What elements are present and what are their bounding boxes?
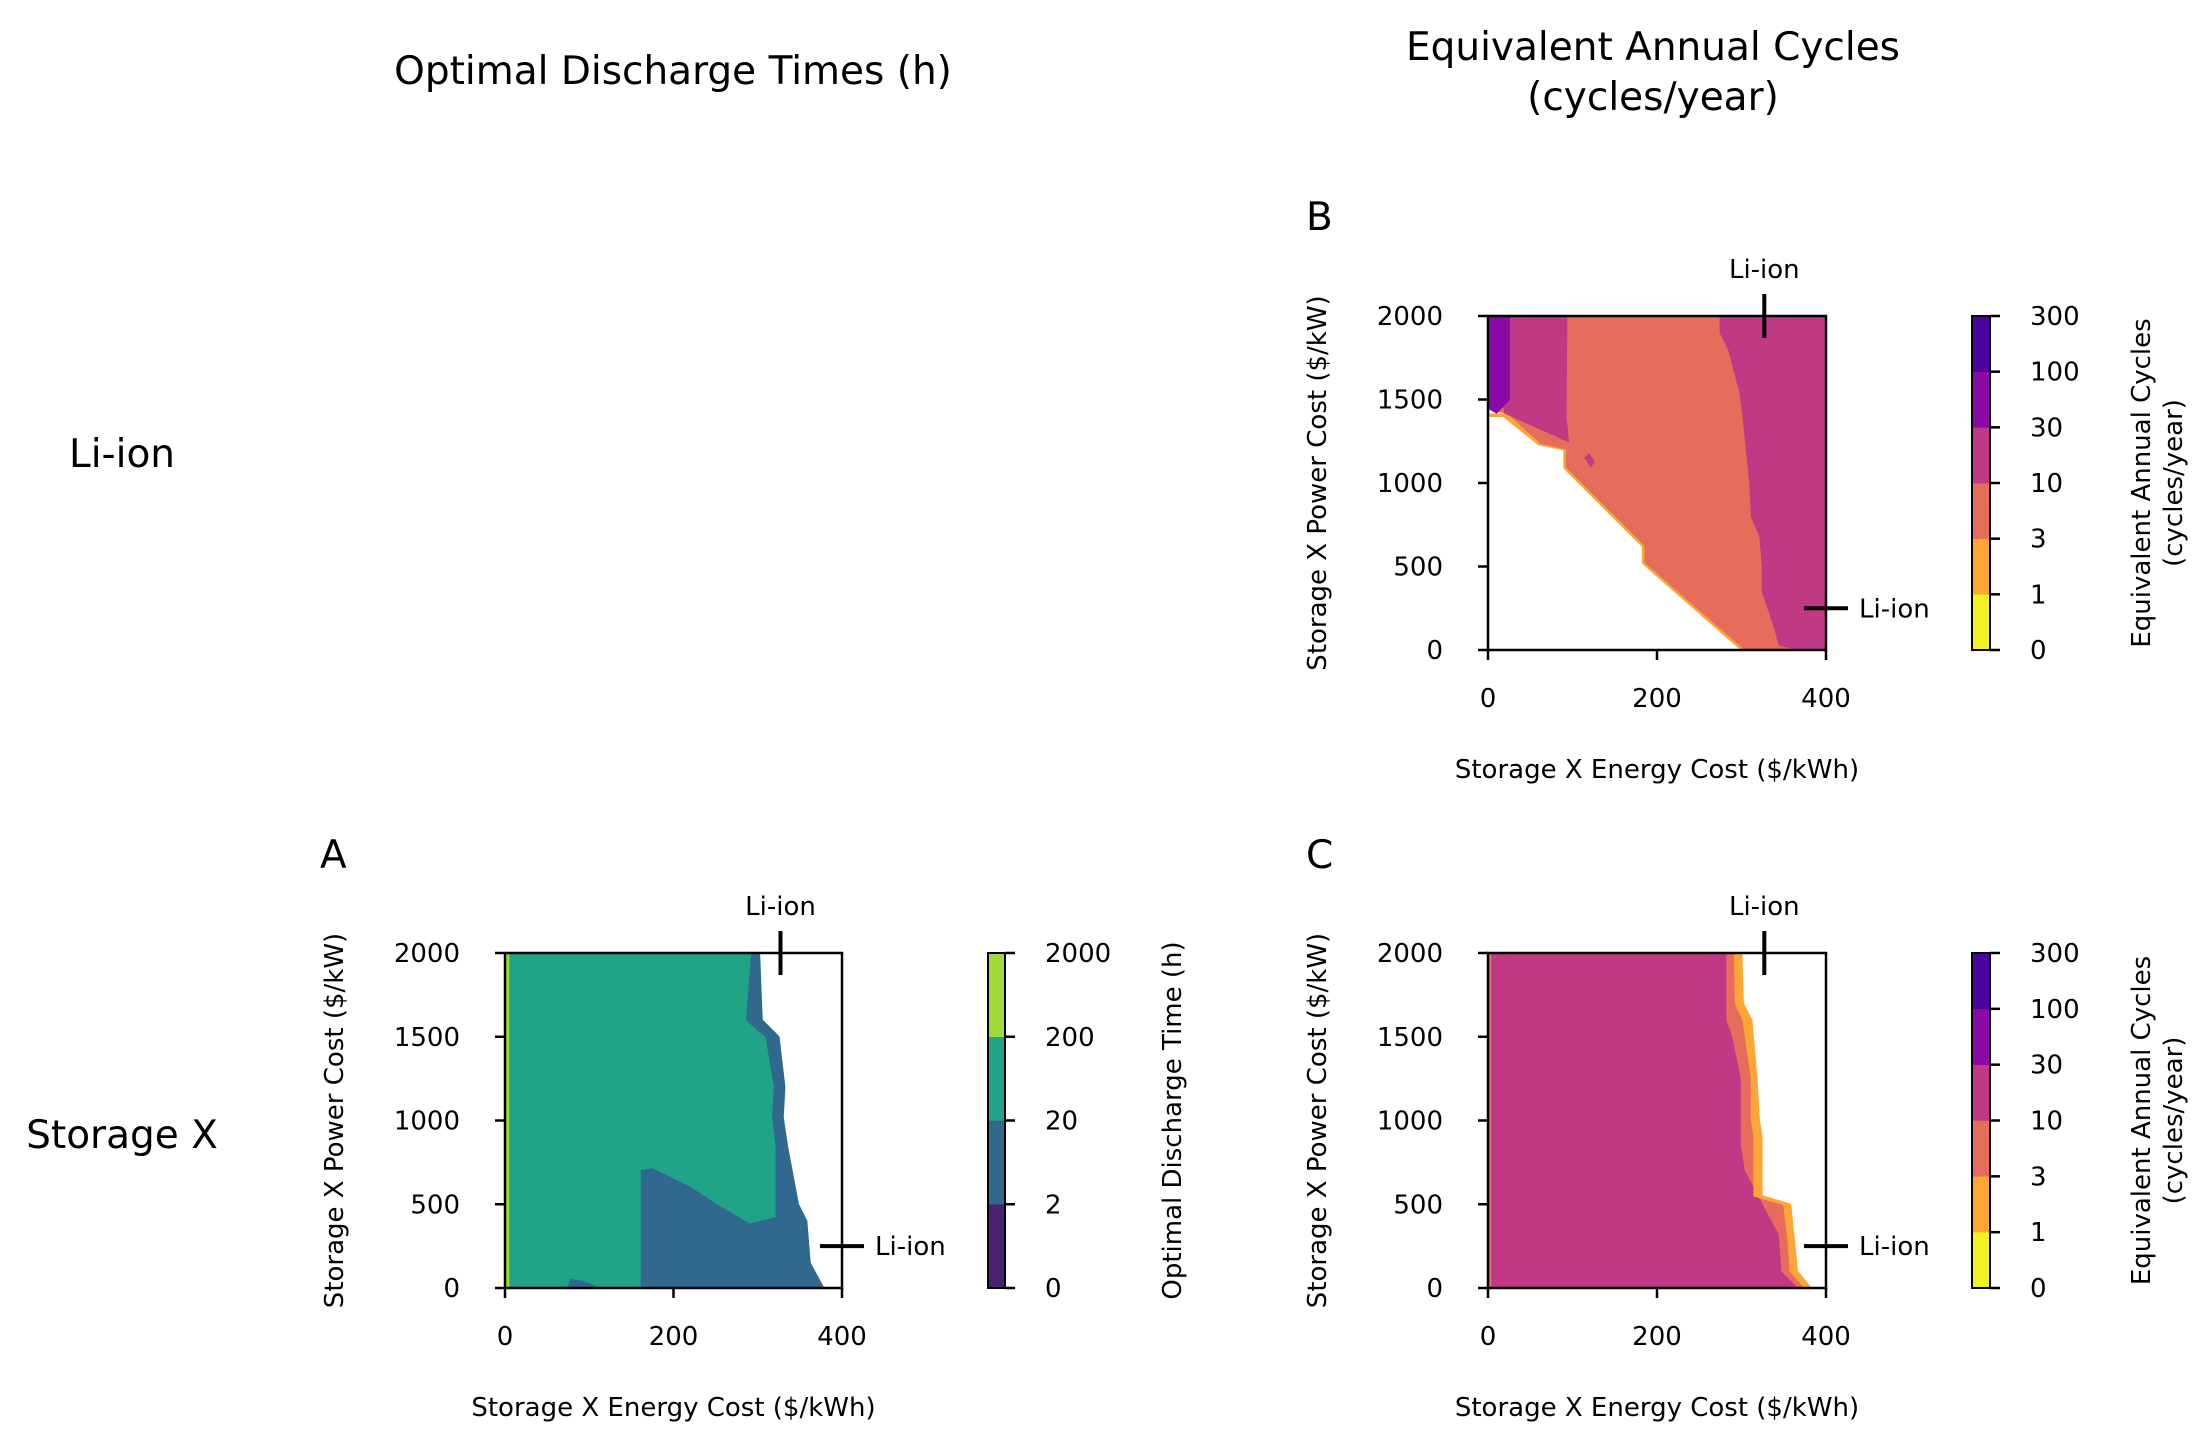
- x-tick-label: 0: [1480, 1322, 1497, 1352]
- colorbar-band-2: [987, 1036, 1006, 1121]
- x-tick-label: 200: [1632, 1322, 1682, 1352]
- colorbar-tick-label: 0: [2030, 1274, 2047, 1304]
- x-axis-title: Storage X Energy Cost ($/kWh): [471, 1393, 875, 1423]
- y-tick-label: 1000: [1377, 1107, 1443, 1137]
- y-tick-label: 2000: [394, 939, 460, 969]
- colorbar-band-5: [1971, 315, 1991, 372]
- colorbar-band-5: [1971, 952, 1991, 1010]
- colorbar-tick-label: 10: [2030, 469, 2063, 499]
- liion-energy-label: Li-ion: [745, 892, 816, 922]
- contour-regions: [1488, 316, 1826, 650]
- y-tick-label: 0: [443, 1274, 460, 1304]
- panel-letter: A: [320, 833, 347, 878]
- y-axis-title: Storage X Power Cost ($/kW): [1303, 933, 1333, 1308]
- colorbar-band-0: [1971, 594, 1991, 651]
- right-column-title-line2: (cycles/year): [1527, 75, 1779, 120]
- y-tick-label: 1500: [394, 1023, 460, 1053]
- liion-energy-label: Li-ion: [1729, 255, 1800, 285]
- liion-energy-label: Li-ion: [1729, 892, 1800, 922]
- contour-region-2: [640, 953, 825, 1288]
- colorbar-tick-label: 3: [2030, 525, 2047, 555]
- x-tick-label: 200: [649, 1322, 699, 1352]
- colorbar-band-1: [987, 1120, 1006, 1205]
- colorbar-band-3: [987, 952, 1006, 1037]
- colorbar-band-1: [1971, 1176, 1991, 1233]
- colorbar-tick-label: 1: [2030, 1218, 2047, 1248]
- contour-region-5: [1488, 316, 1510, 414]
- colorbar-band-2: [1971, 1120, 1991, 1177]
- colorbar-title: Optimal Discharge Time (h): [1158, 941, 1188, 1299]
- colorbar-band-0: [1971, 1231, 1991, 1289]
- y-tick-label: 0: [1426, 1274, 1443, 1304]
- panel-letter: B: [1306, 195, 1333, 240]
- colorbar-band-3: [1971, 427, 1991, 484]
- colorbar-tick-label: 20: [1045, 1107, 1078, 1137]
- colorbar-band-4: [1971, 371, 1991, 428]
- colorbar-band-3: [1971, 1064, 1991, 1121]
- colorbar-tick-label: 2: [1045, 1190, 1062, 1220]
- colorbar-title-line1: Equivalent Annual Cycles: [2127, 318, 2157, 647]
- colorbar-band-2: [1971, 482, 1991, 539]
- x-axis-title: Storage X Energy Cost ($/kWh): [1455, 1393, 1859, 1423]
- colorbar-tick-label: 0: [2030, 636, 2047, 666]
- x-tick-label: 400: [1801, 1322, 1851, 1352]
- x-tick-label: 0: [1480, 684, 1497, 714]
- y-tick-label: 500: [1393, 1190, 1443, 1220]
- contour-region-3: [1733, 953, 1812, 1288]
- y-tick-label: 2000: [1377, 302, 1443, 332]
- liion-power-label: Li-ion: [1859, 1232, 1930, 1262]
- contour-regions: [1488, 953, 1812, 1288]
- contour-region-2: [1491, 316, 1570, 443]
- y-tick-label: 1000: [1377, 469, 1443, 499]
- colorbar-tick-label: 1: [2030, 580, 2047, 610]
- x-tick-label: 400: [817, 1322, 867, 1352]
- colorbar-tick-label: 10: [2030, 1107, 2063, 1137]
- colorbar-tick-label: 3: [2030, 1162, 2047, 1192]
- y-tick-label: 1500: [1377, 386, 1443, 416]
- y-axis-title: Storage X Power Cost ($/kW): [320, 933, 350, 1308]
- colorbar-tick-label: 30: [2030, 1051, 2063, 1081]
- top-row-title: Li-ion: [69, 432, 175, 477]
- contour-region-3: [567, 1278, 599, 1288]
- colorbar-title-line2: (cycles/year): [2159, 399, 2189, 567]
- liion-power-label: Li-ion: [875, 1232, 946, 1262]
- colorbar-tick-label: 30: [2030, 413, 2063, 443]
- y-axis-title: Storage X Power Cost ($/kW): [1303, 295, 1333, 670]
- colorbar-title-line2: (cycles/year): [2159, 1037, 2189, 1205]
- liion-power-label: Li-ion: [1859, 594, 1930, 624]
- y-tick-label: 500: [410, 1190, 460, 1220]
- left-column-title: Optimal Discharge Times (h): [394, 49, 952, 94]
- x-tick-label: 200: [1632, 684, 1682, 714]
- colorbar-tick-label: 100: [2030, 995, 2080, 1025]
- colorbar-tick-label: 300: [2030, 302, 2080, 332]
- y-tick-label: 2000: [1377, 939, 1443, 969]
- x-tick-label: 400: [1801, 684, 1851, 714]
- contour-region-0: [505, 953, 511, 1288]
- contour-region-3: [1584, 453, 1595, 468]
- contour-regions: [505, 953, 825, 1288]
- colorbar-title-line1: Equivalent Annual Cycles: [2127, 956, 2157, 1285]
- colorbar-band-4: [1971, 1008, 1991, 1065]
- contour-region-4: [1719, 316, 1826, 650]
- colorbar-tick-label: 300: [2030, 939, 2080, 969]
- colorbar-tick-label: 0: [1045, 1274, 1062, 1304]
- colorbar-band-0: [987, 1204, 1006, 1289]
- colorbar-band-1: [1971, 538, 1991, 595]
- colorbar-tick-label: 200: [1045, 1023, 1095, 1053]
- colorbar-tick-label: 2000: [1045, 939, 1111, 969]
- y-tick-label: 500: [1393, 553, 1443, 583]
- x-tick-label: 0: [497, 1322, 514, 1352]
- y-tick-label: 0: [1426, 636, 1443, 666]
- bottom-row-title: Storage X: [26, 1113, 218, 1158]
- colorbar-tick-label: 100: [2030, 358, 2080, 388]
- y-tick-label: 1000: [394, 1107, 460, 1137]
- x-axis-title: Storage X Energy Cost ($/kWh): [1455, 755, 1859, 785]
- y-tick-label: 1500: [1377, 1023, 1443, 1053]
- panel-letter: C: [1306, 833, 1333, 878]
- right-column-title-line1: Equivalent Annual Cycles: [1406, 25, 1900, 70]
